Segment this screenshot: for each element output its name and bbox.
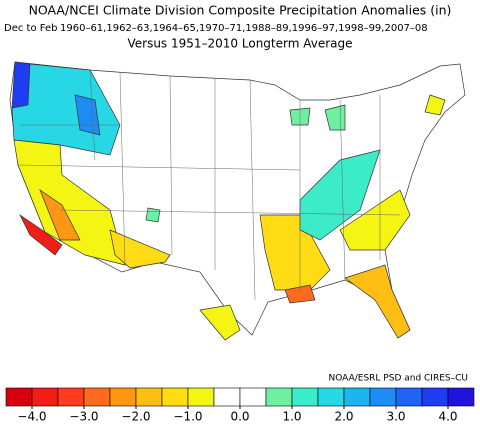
colorbar-box xyxy=(317,387,345,407)
credit: NOAA/ESRL PSD and CIRES–CU xyxy=(329,374,468,384)
nw-blue xyxy=(11,61,31,109)
colorbar-label: 4.0 xyxy=(438,410,457,424)
colorbar-box xyxy=(421,387,449,407)
colorbar-box xyxy=(395,387,423,407)
years: 1960–61,1962–63,1964–65,1970–71,1988–89,… xyxy=(60,23,428,34)
colorbar-box xyxy=(291,387,319,407)
ca-orange xyxy=(39,189,81,241)
fl-yellow xyxy=(344,264,411,339)
colorbar-box xyxy=(239,387,267,407)
tx-yellow xyxy=(199,304,241,341)
socal-red xyxy=(19,213,63,256)
mi-cyan xyxy=(324,104,346,131)
colorbar-box xyxy=(109,387,137,407)
colorbar-label: −3.0 xyxy=(69,410,98,424)
colorbar-box xyxy=(5,387,33,407)
season: Dec to Feb xyxy=(4,23,57,34)
colorbar-box xyxy=(343,387,371,407)
colorbar-label: 0.0 xyxy=(230,410,249,424)
la-orange xyxy=(284,284,316,304)
colorbar-label: −4.0 xyxy=(17,410,46,424)
colorbar-box xyxy=(83,387,111,407)
colorbar-box xyxy=(213,387,241,407)
subtitle: Versus 1951–2010 Longterm Average xyxy=(127,37,352,51)
colorbar-label: 2.0 xyxy=(334,410,353,424)
colorbar-box xyxy=(161,387,189,407)
title: NOAA/NCEI Climate Division Composite Pre… xyxy=(29,3,452,18)
colorbar-box xyxy=(265,387,293,407)
colorbar-box xyxy=(57,387,85,407)
colorbar-label: −2.0 xyxy=(121,410,150,424)
colorbar-label: −1.0 xyxy=(173,410,202,424)
colorbar-label: 3.0 xyxy=(386,410,405,424)
colorbar-label: 1.0 xyxy=(282,410,301,424)
map xyxy=(9,61,466,341)
state-line xyxy=(17,69,401,301)
colorbar-box xyxy=(369,387,397,407)
colorbar: −4.0 −3.0 −2.0 −1.0 0.0 1.0 2.0 3.0 4.0 xyxy=(5,387,475,424)
state-lines xyxy=(17,69,401,301)
ne-yellow xyxy=(424,94,446,116)
se-yellow xyxy=(339,189,411,251)
colorbar-box xyxy=(135,387,163,407)
colorbar-box xyxy=(187,387,215,407)
ks-cyan xyxy=(145,207,161,223)
colorbar-box xyxy=(31,387,59,407)
colorbar-box xyxy=(447,387,475,407)
